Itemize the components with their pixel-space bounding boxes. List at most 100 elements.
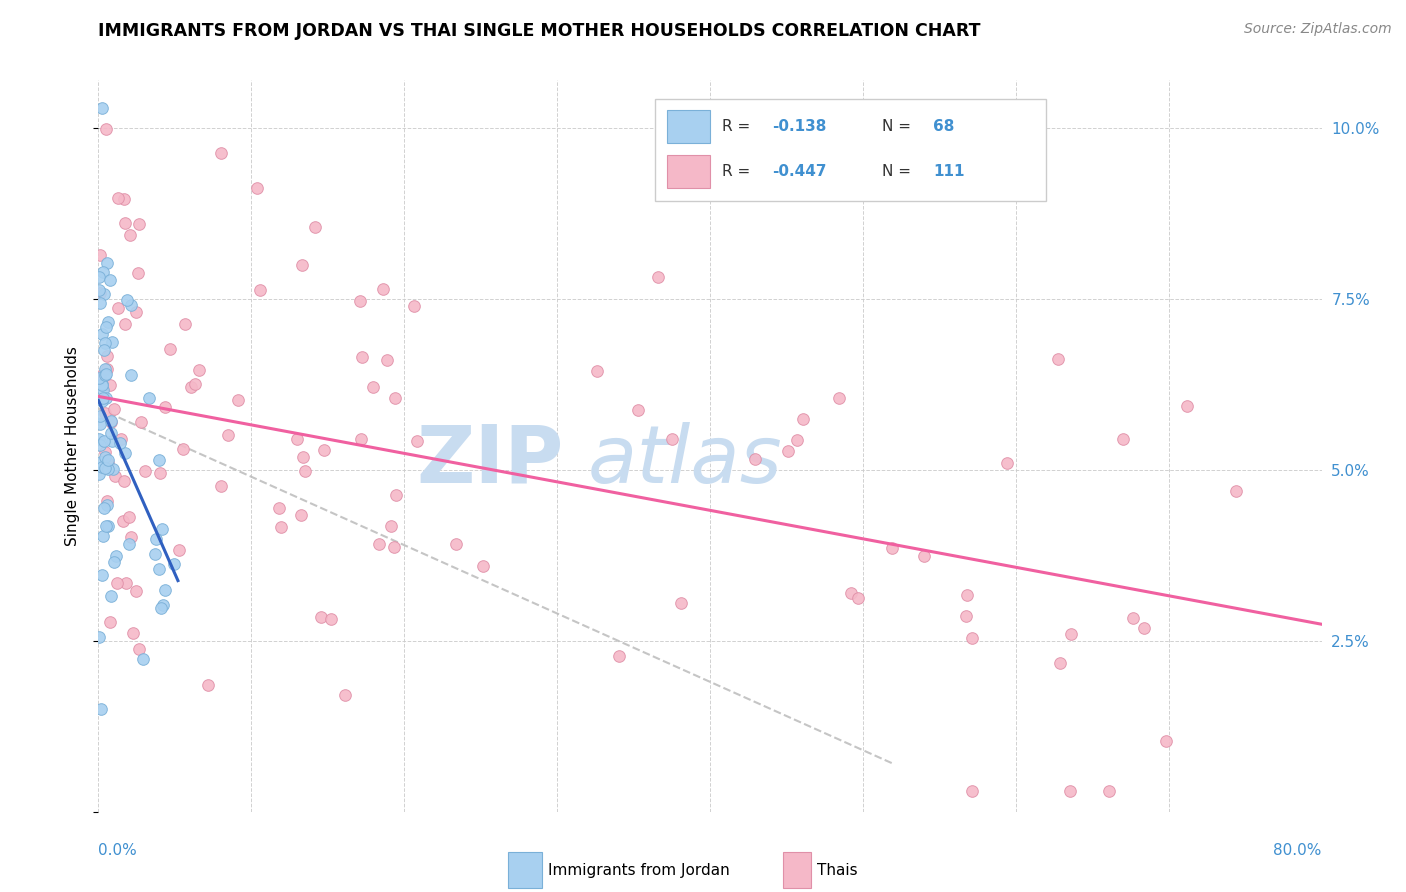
Point <box>209 145 232 160</box>
Point <box>118 510 141 524</box>
Point <box>148 562 170 576</box>
Text: ZIP: ZIP <box>416 422 564 500</box>
Point <box>120 298 142 312</box>
Point <box>112 514 135 528</box>
Point <box>91 264 114 278</box>
Point <box>97 452 120 467</box>
Point <box>150 522 173 536</box>
Point <box>472 559 495 574</box>
Point <box>100 589 122 603</box>
Point <box>98 377 121 392</box>
Point <box>104 549 127 563</box>
Point <box>128 217 150 231</box>
Text: 80.0%: 80.0% <box>1274 843 1322 858</box>
Point <box>159 342 181 356</box>
Point <box>661 432 683 446</box>
Point <box>143 547 166 561</box>
Point <box>89 438 111 452</box>
Point <box>89 286 111 301</box>
Point <box>93 406 115 420</box>
Point <box>93 434 115 448</box>
Point <box>607 648 630 663</box>
Point <box>1154 734 1177 748</box>
Point <box>1133 622 1156 636</box>
Point <box>217 428 239 442</box>
Point <box>96 256 118 270</box>
Point <box>87 467 110 482</box>
Point <box>145 532 167 546</box>
Point <box>97 456 120 470</box>
Point <box>373 282 395 296</box>
Point <box>267 501 290 516</box>
Point <box>172 442 194 456</box>
Point <box>319 612 342 626</box>
Point <box>1046 351 1069 366</box>
Point <box>120 530 142 544</box>
Point <box>94 319 117 334</box>
Point <box>93 383 115 397</box>
Point <box>995 456 1018 470</box>
Point <box>134 464 156 478</box>
Point <box>226 392 249 407</box>
Point <box>91 101 114 115</box>
Point <box>446 537 468 551</box>
Point <box>91 459 114 474</box>
Point <box>246 181 269 195</box>
Point <box>87 432 110 446</box>
Point <box>118 537 141 551</box>
Point <box>114 318 136 332</box>
Point <box>96 498 118 512</box>
Point <box>155 582 177 597</box>
Point <box>117 293 139 308</box>
Point <box>291 258 314 272</box>
Point <box>153 401 176 415</box>
Point <box>93 528 115 542</box>
Point <box>285 432 308 446</box>
Point <box>647 269 669 284</box>
Point <box>89 283 111 297</box>
Point <box>128 641 150 656</box>
Point <box>1097 784 1119 798</box>
Point <box>114 446 136 460</box>
Point <box>361 379 384 393</box>
Point <box>96 518 118 533</box>
Point <box>103 401 125 416</box>
Text: atlas: atlas <box>588 422 783 500</box>
Point <box>96 362 118 376</box>
Point <box>312 442 335 457</box>
Point <box>97 461 120 475</box>
Point <box>94 362 117 376</box>
Point <box>1049 656 1071 670</box>
Point <box>96 391 118 405</box>
Point <box>89 371 111 385</box>
Point <box>94 445 117 459</box>
Text: Source: ZipAtlas.com: Source: ZipAtlas.com <box>1244 22 1392 37</box>
Point <box>960 784 983 798</box>
Point <box>91 376 114 391</box>
Y-axis label: Single Mother Households: Single Mother Households <box>65 346 80 546</box>
Point <box>91 568 114 582</box>
Point <box>294 464 316 478</box>
Point <box>87 630 110 644</box>
Point <box>349 294 371 309</box>
Point <box>94 450 117 464</box>
Point <box>744 452 766 467</box>
Point <box>103 555 125 569</box>
Point <box>89 409 111 423</box>
Point <box>839 586 862 600</box>
Point <box>101 434 124 449</box>
Point <box>1112 432 1135 446</box>
Point <box>97 315 120 329</box>
Point <box>333 688 356 702</box>
Point <box>94 461 117 475</box>
Point <box>163 557 186 571</box>
Point <box>586 364 609 378</box>
Point <box>96 349 118 363</box>
Point <box>89 368 111 383</box>
Point <box>402 299 425 313</box>
Point <box>827 391 849 405</box>
Point <box>350 432 373 446</box>
Point <box>101 461 124 475</box>
Point <box>152 598 174 612</box>
Point <box>304 219 326 234</box>
